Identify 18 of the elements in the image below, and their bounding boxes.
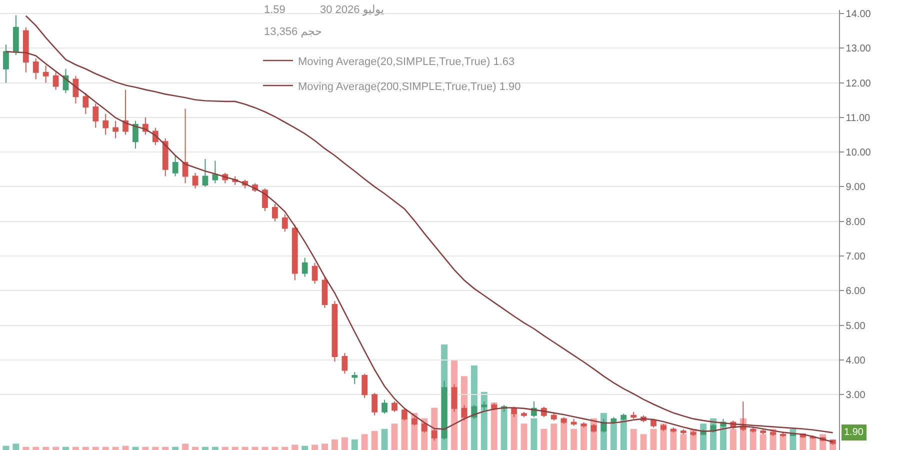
y-tick-label: 9.00: [846, 182, 866, 194]
y-tick-label: 6.00: [846, 286, 866, 298]
annotation: 1.90: [844, 427, 864, 438]
y-tick-label: 7.00: [846, 251, 866, 262]
annotation: 30 2026 يوليو: [320, 4, 384, 16]
y-tick-label: 3.00: [846, 390, 866, 402]
annotation: حجم 13,356: [264, 26, 322, 38]
legend-label: Moving Average(200,SIMPLE,True,True) 1.90: [298, 80, 521, 93]
y-tick-label: 4.00: [846, 355, 866, 366]
y-tick-label: 12.00: [846, 78, 872, 90]
y-tick-label: 10.00: [846, 148, 872, 159]
y-tick-label: 13.00: [846, 44, 872, 55]
y-tick-label: 11.00: [846, 112, 871, 124]
legend-label: Moving Average(20,SIMPLE,True,True) 1.63: [298, 56, 515, 68]
annotation: 1.59: [264, 4, 286, 16]
y-tick-label: 8.00: [846, 216, 866, 228]
y-tick-label: 5.00: [846, 320, 866, 332]
y-tick-label: 14.00: [846, 8, 872, 20]
